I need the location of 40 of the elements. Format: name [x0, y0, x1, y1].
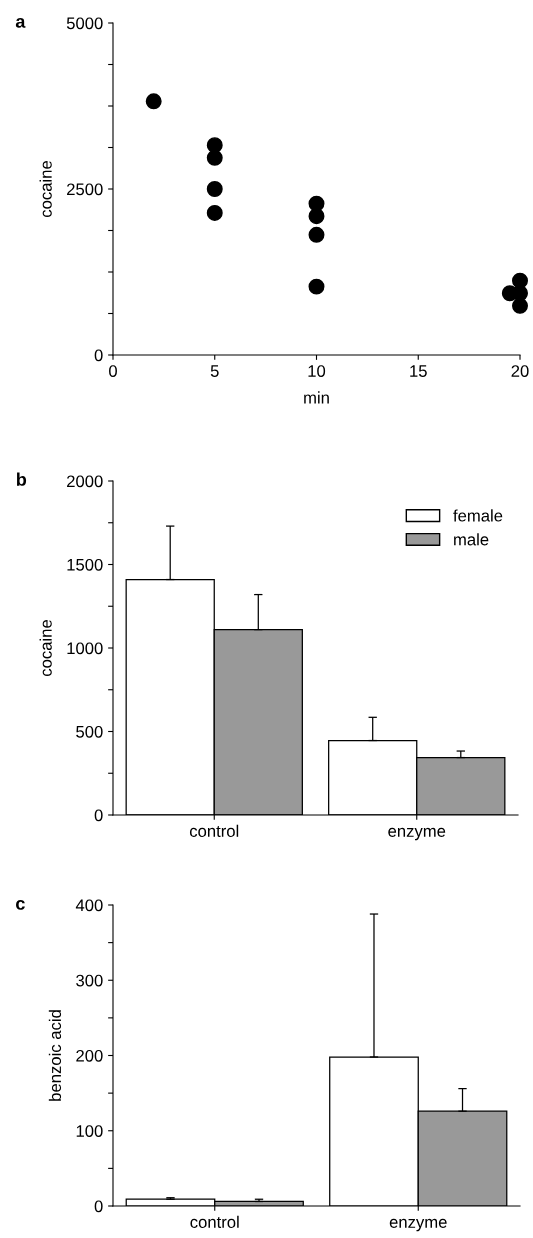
y-axis-title: benzoic acid	[48, 1010, 62, 1101]
x-tick-label: 15	[410, 365, 427, 377]
y-axis-title: cocaine	[39, 161, 52, 218]
x-tick-label: enzyme	[389, 1218, 447, 1232]
legend-label: female	[453, 509, 503, 522]
point	[206, 204, 223, 221]
x-tick-label: control	[189, 824, 239, 837]
y-tick-label: 300	[76, 974, 103, 987]
y-tick-label: 1500	[67, 558, 103, 571]
x-tick-label: control	[190, 1215, 239, 1228]
legend-label: male	[454, 533, 489, 546]
chart-title: b	[16, 472, 27, 486]
y-tick-label: 500	[76, 725, 103, 738]
y-tick-label: 0	[94, 1200, 103, 1213]
point	[206, 181, 223, 197]
chart-title: a	[15, 17, 26, 28]
y-tick-label: 0	[94, 349, 103, 362]
point	[512, 297, 528, 314]
y-tick-label: 200	[76, 1049, 103, 1062]
x-tick-label: 0	[109, 365, 117, 377]
point	[308, 208, 325, 225]
x-tick-label: enzyme	[388, 827, 446, 841]
x-tick-label: 10	[308, 365, 326, 377]
x-axis-title: min	[304, 391, 329, 404]
point	[308, 226, 325, 243]
point	[206, 149, 223, 166]
point	[512, 285, 528, 302]
y-tick-label: 100	[76, 1125, 103, 1137]
y-tick-label: 2500	[67, 183, 103, 196]
y-axis-title: cocaine	[39, 620, 52, 677]
y-tick-label: 2000	[67, 475, 103, 488]
point	[145, 93, 162, 110]
x-tick-label: 5	[210, 365, 219, 377]
y-tick-label: 1000	[67, 642, 103, 655]
x-tick-label: 20	[511, 365, 529, 377]
chart-title: c	[16, 899, 25, 910]
y-tick-label: 0	[94, 809, 103, 822]
y-tick-label: 400	[75, 899, 103, 912]
y-tick-label: 5000	[66, 17, 103, 30]
point	[308, 278, 325, 295]
